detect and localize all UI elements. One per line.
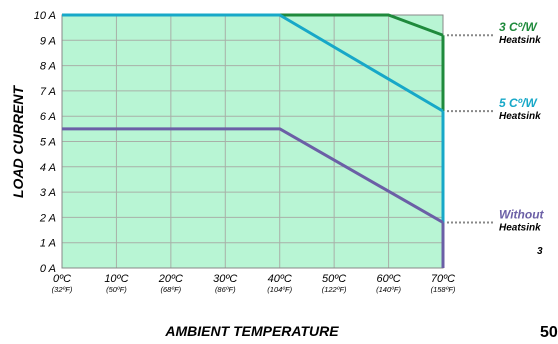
- x-tick-label: 50ºC: [322, 273, 346, 285]
- annotation-label-1: 5 Cº/W: [499, 96, 538, 110]
- x-tick-sublabel: (50ºF): [106, 285, 127, 294]
- x-tick-label: 40ºC: [268, 273, 292, 285]
- y-tick-label: 10 A: [34, 10, 56, 22]
- x-tick-label: 60ºC: [376, 273, 400, 285]
- x-tick-sublabel: (32ºF): [52, 285, 73, 294]
- y-tick-label: 9 A: [40, 35, 56, 47]
- x-tick-sublabel: (86ºF): [215, 285, 236, 294]
- y-tick-labels: 0 A 1 A 2 A 3 A 4 A 5 A 6 A 7 A 8 A 9 A 10 A: [34, 10, 56, 275]
- x-tick-sublabel: (140ºF): [376, 285, 401, 294]
- x-tick-label: 0ºC: [53, 273, 71, 285]
- y-axis-title: LOAD CURRENT: [10, 85, 26, 198]
- x-tick-label: 30ºC: [213, 273, 237, 285]
- series-line-1: [62, 13, 444, 113]
- stray-mark: 3: [537, 246, 543, 257]
- series-lines: [62, 13, 445, 268]
- y-tick-label: 8 A: [40, 61, 56, 73]
- y-tick-label: 7 A: [40, 86, 56, 98]
- y-tick-label: 2 A: [39, 212, 56, 224]
- x-tick-sublabel: (68ºF): [161, 285, 182, 294]
- annotation-label-2: Without: [499, 207, 545, 221]
- y-tick-label: 3 A: [40, 187, 56, 199]
- annotation-label-0: 3 Cº/W: [499, 20, 538, 34]
- x-axis-title: AMBIENT TEMPERATURE: [164, 323, 339, 339]
- x-tick-label: 10ºC: [104, 273, 128, 285]
- x-tick-label: 20ºC: [158, 273, 183, 285]
- x-tick-sublabel: (104ºF): [267, 285, 292, 294]
- annotation-sublabel-1: Heatsink: [499, 111, 541, 122]
- x-tick-label: 70ºC: [431, 273, 455, 285]
- y-tick-label: 1 A: [40, 238, 56, 250]
- y-tick-label: 5 A: [40, 137, 56, 149]
- y-tick-label: 4 A: [40, 162, 56, 174]
- y-tick-label: 0 A: [40, 263, 56, 275]
- x-tick-sublabel: (122ºF): [322, 285, 347, 294]
- x-tick-sublabel: (158ºF): [431, 285, 456, 294]
- corner-text: 50: [540, 324, 558, 341]
- y-tick-label: 6 A: [40, 111, 56, 123]
- annotation-sublabel-0: Heatsink: [499, 35, 541, 46]
- series-line-2: [62, 127, 444, 224]
- x-tick-labels: 0ºC(32ºF) 10ºC(50ºF) 20ºC(68ºF) 30ºC(86ºF) 4…: [52, 273, 456, 294]
- annotation-sublabel-2: Heatsink: [499, 222, 541, 233]
